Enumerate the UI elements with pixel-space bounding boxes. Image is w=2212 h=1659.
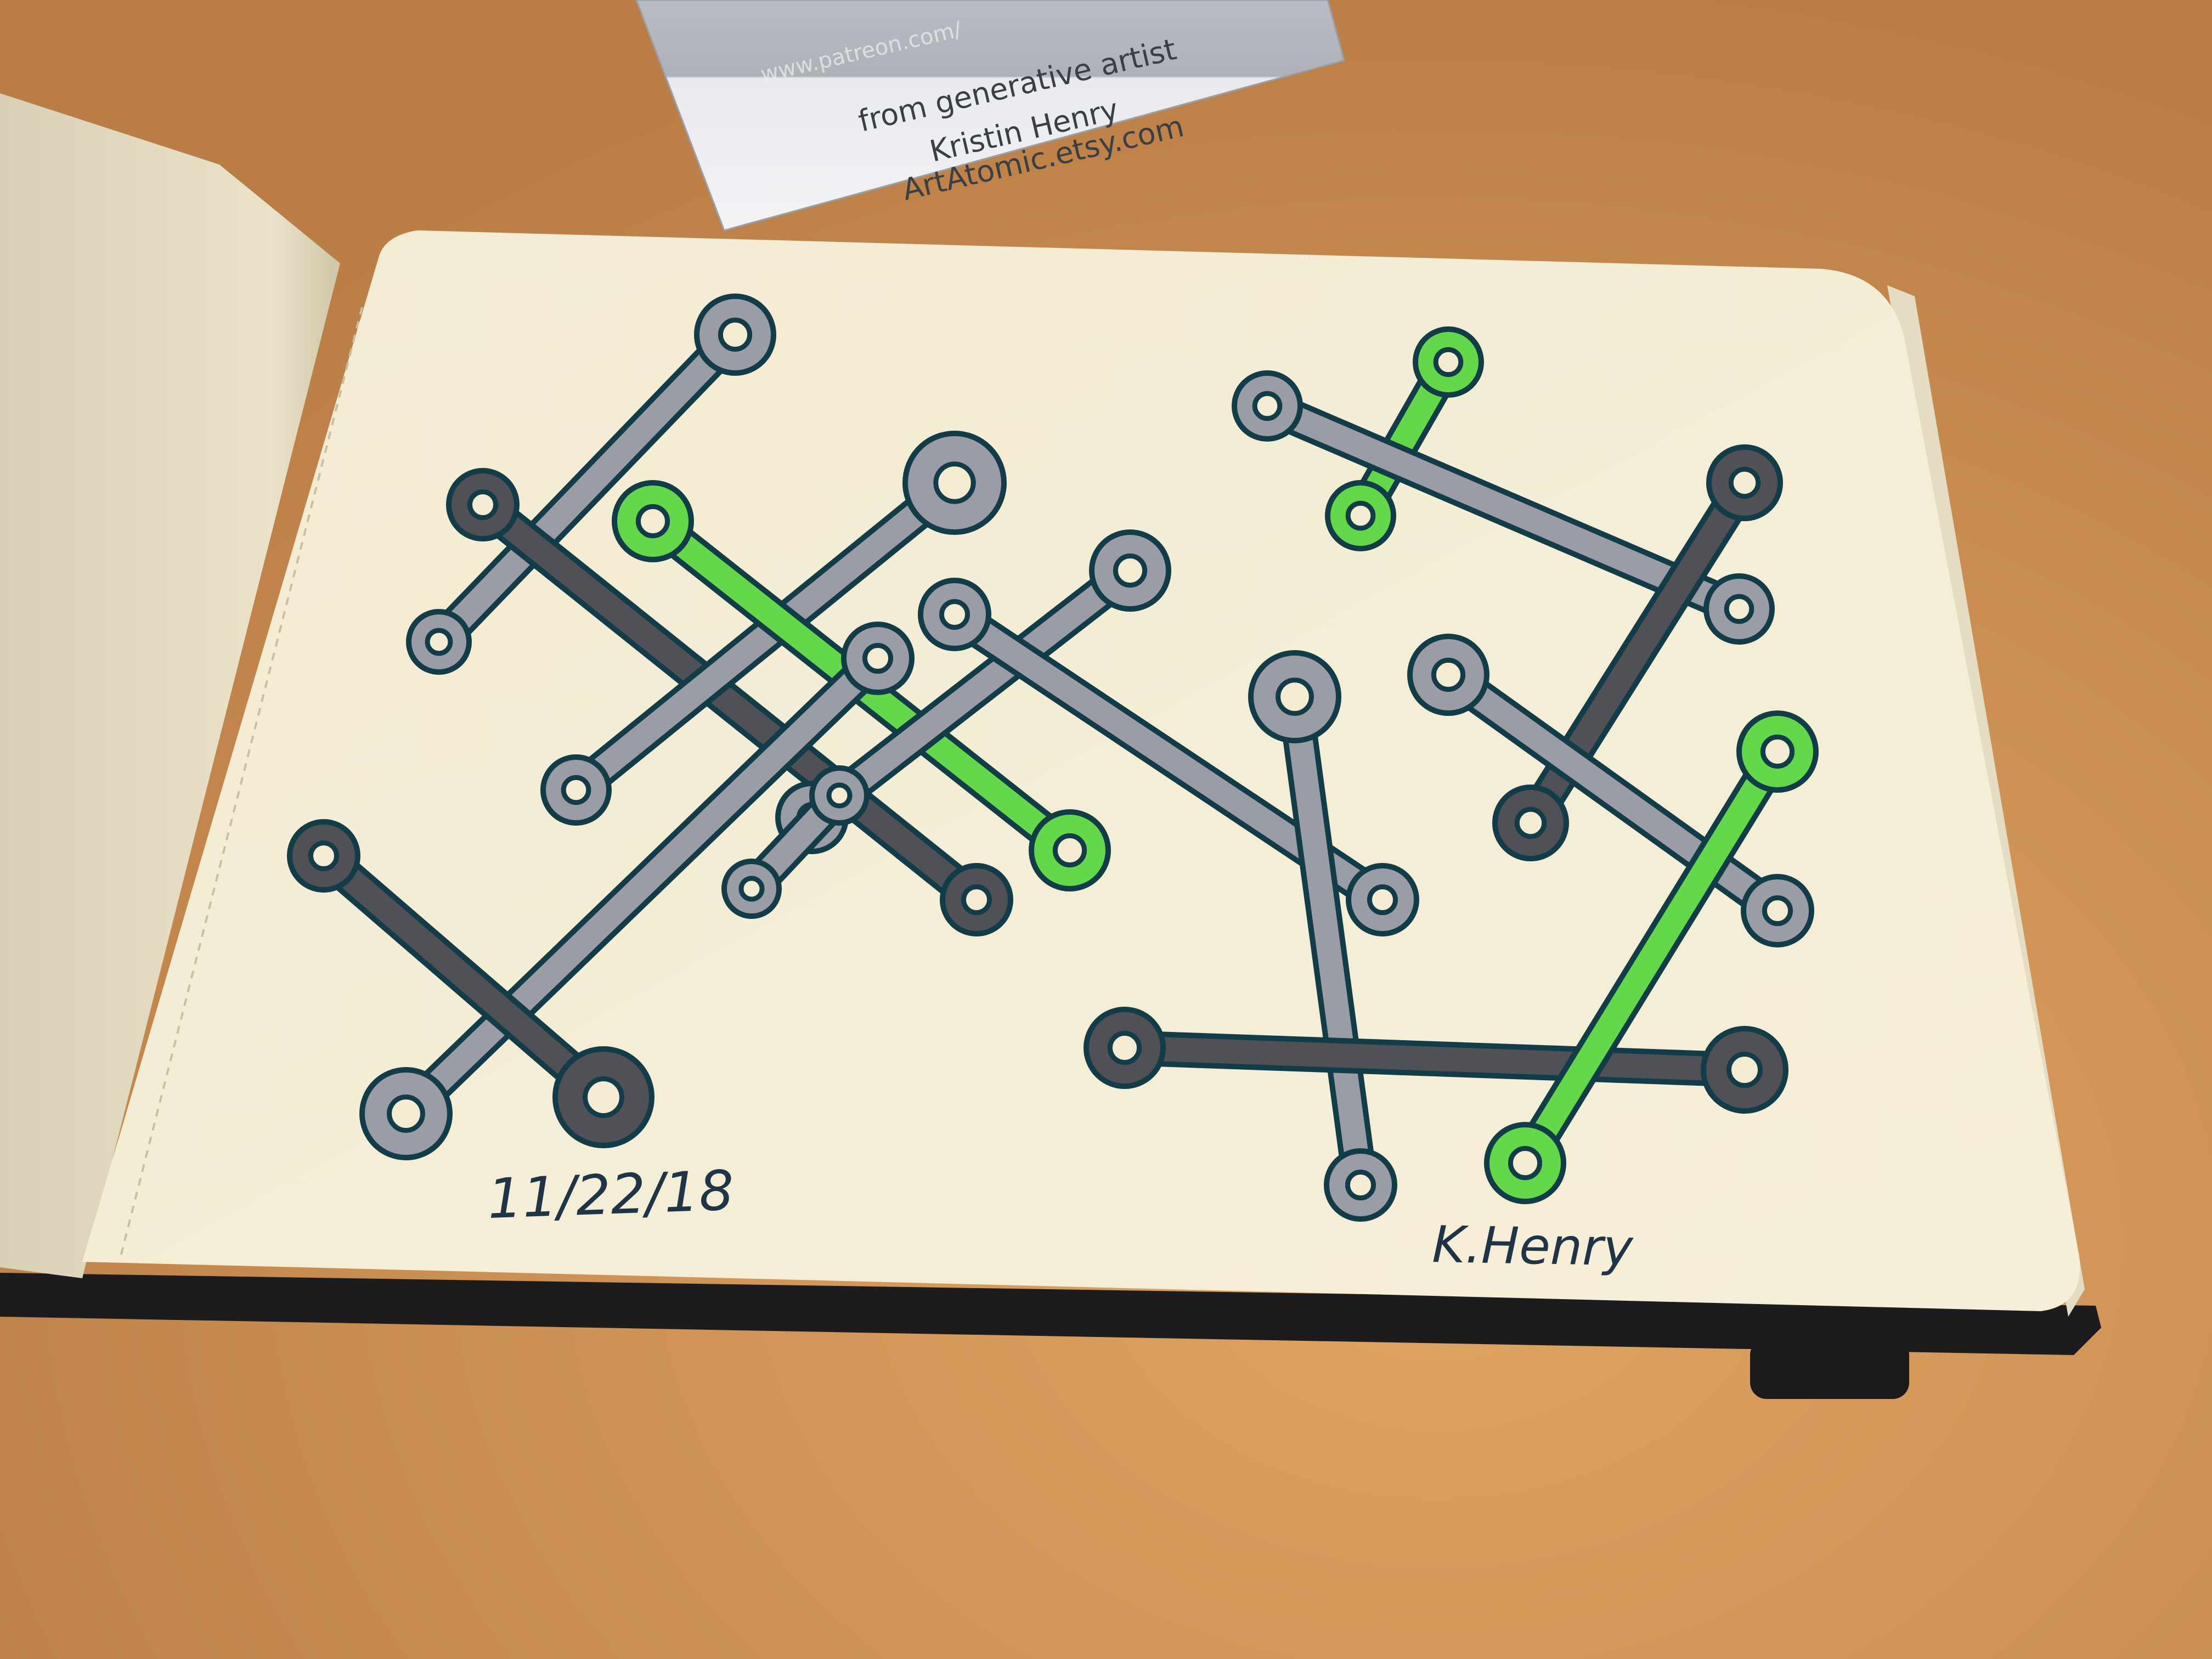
elastic-band-end	[1750, 1339, 1909, 1399]
molecule-green	[1325, 326, 1484, 551]
molecule-gray-light	[359, 622, 915, 1160]
molecule-drawing	[287, 294, 1819, 1222]
molecule-gray-light	[721, 765, 870, 919]
sketchbook: 11/22/18 K.Henry	[0, 93, 2101, 1399]
molecule-gray-light	[1248, 650, 1397, 1222]
molecule-gray-light	[540, 431, 1007, 826]
business-card: www.patreon.com/ from generative artist …	[635, 0, 1345, 232]
molecule-gray-light	[1232, 370, 1775, 645]
date-note: 11/22/18	[487, 1158, 735, 1231]
left-page	[0, 93, 340, 1278]
molecule-green	[1484, 710, 1819, 1204]
molecule-gray-dark	[446, 468, 1013, 936]
molecule-gray-dark	[287, 819, 654, 1148]
molecule-gray-light	[406, 294, 776, 675]
stitching	[120, 307, 363, 1257]
signature: K.Henry	[1432, 1215, 1634, 1277]
book-cover	[0, 1273, 2101, 1355]
molecule-gray-dark	[1084, 1007, 1788, 1114]
